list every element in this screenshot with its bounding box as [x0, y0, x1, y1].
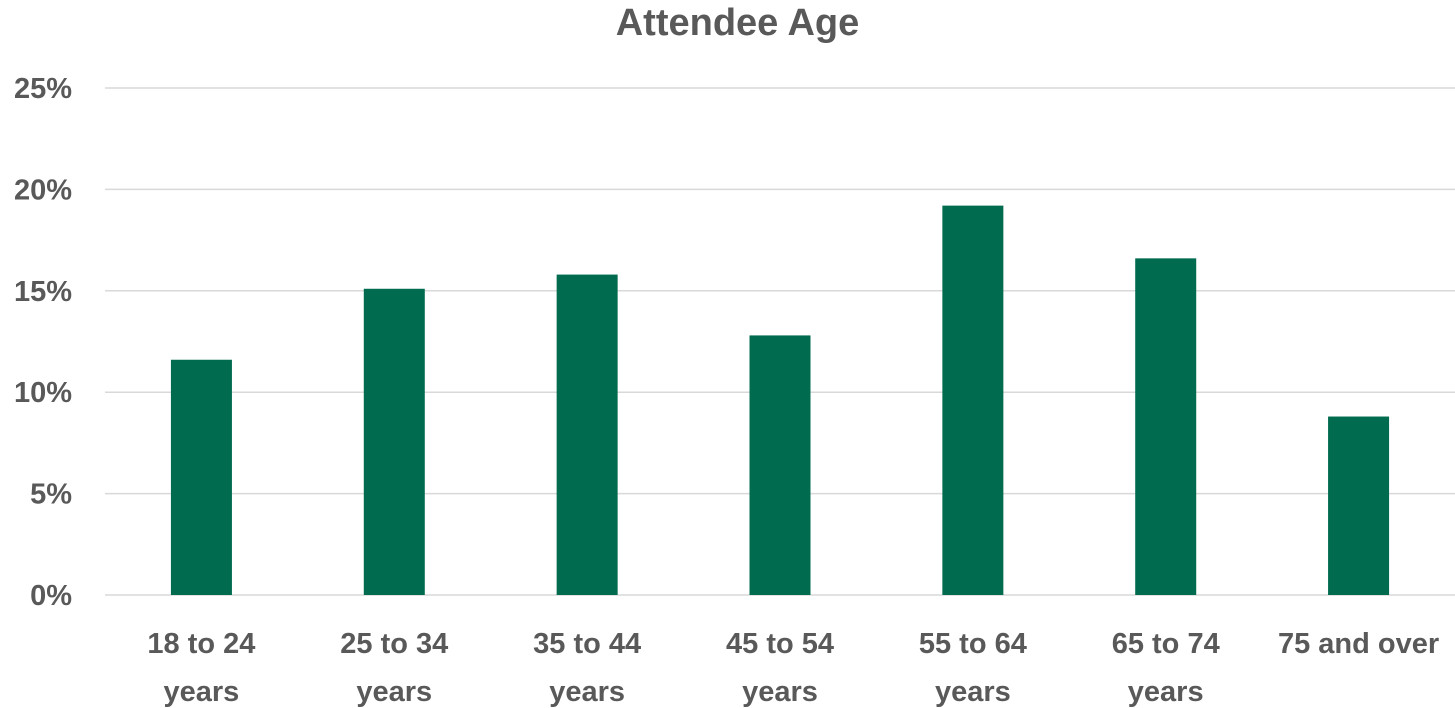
x-category-label: 75 and over: [1278, 628, 1439, 660]
y-tick-label: 25%: [14, 73, 72, 105]
y-axis-ticks: 0% 5% 10% 15% 20% 25%: [14, 73, 72, 612]
x-category-label: 35 to 44 years: [533, 628, 641, 708]
x-category-label: 65 to 74 years: [1112, 628, 1220, 708]
bar: [363, 288, 425, 595]
bar: [556, 274, 618, 595]
chart-title: Attendee Age: [615, 2, 860, 44]
x-category-label: 25 to 34 years: [340, 628, 448, 708]
bar: [1328, 416, 1390, 595]
x-category-label: 45 to 54 years: [726, 628, 834, 708]
x-category-label: 55 to 64 years: [919, 628, 1027, 708]
bar: [170, 359, 232, 595]
bar: [1135, 258, 1197, 595]
y-tick-label: 5%: [30, 479, 72, 511]
bar: [749, 335, 811, 595]
y-tick-label: 20%: [14, 174, 72, 206]
bars: [170, 205, 1390, 595]
x-axis-labels: 18 to 24 years 25 to 34 years 35 to 44 years 4…: [147, 628, 1439, 708]
bar: [942, 205, 1004, 595]
y-tick-label: 15%: [14, 276, 72, 308]
y-tick-label: 0%: [30, 580, 72, 612]
y-tick-label: 10%: [14, 377, 72, 409]
x-category-label: 18 to 24 years: [147, 628, 255, 708]
